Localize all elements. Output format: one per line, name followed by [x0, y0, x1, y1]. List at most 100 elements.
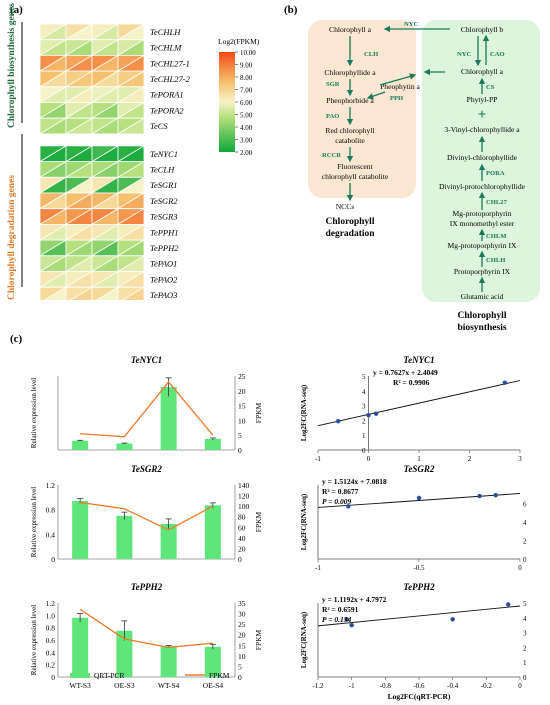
y-tick-label: 4 — [523, 615, 527, 623]
x-tick-label: -1.2 — [312, 682, 324, 690]
fpkm-line — [79, 608, 213, 649]
data-point — [366, 413, 371, 418]
fpkm-line — [80, 380, 214, 438]
y-axis-label: Log2FC(RNA-seq) — [300, 493, 308, 550]
y-tick-label: 3 — [523, 630, 527, 638]
biosynthesis-title-2: biosynthesis — [457, 323, 506, 333]
node-mg-protoporphyrin-me-1: Mg-protoporphyrin — [452, 209, 511, 218]
legend-tick-label: 2.00 — [240, 149, 253, 157]
y-tick-label: 1.0 — [46, 611, 56, 620]
y-tick-label-right: 20 — [238, 631, 246, 640]
enzyme-nyc-top: NYC — [404, 21, 419, 28]
legend-tick-label: 9.00 — [240, 62, 253, 70]
enzyme-chlm: CHLM — [486, 233, 507, 240]
panel-a-label: (a) — [10, 4, 23, 16]
regression-line — [317, 605, 521, 627]
gene-label: TePAO2 — [150, 274, 178, 284]
enzyme-sgr: SGR — [326, 81, 340, 88]
gene-label: TeSGR3 — [150, 212, 178, 222]
y-tick-label: 2 — [523, 538, 527, 546]
y-tick-label: 0 — [362, 447, 366, 455]
bar — [72, 617, 89, 677]
legend-label-qrt: QRT-PCR — [94, 671, 125, 680]
bar — [116, 515, 133, 559]
node-chlorophyll-a-degradation: Chlorophyll a — [329, 25, 372, 34]
y-tick-label-right: 20 — [238, 387, 246, 396]
node-glutamic-acid: Glutamic acid — [461, 292, 504, 301]
x-axis-label: Log2FC(qRT-PCR) — [388, 692, 451, 701]
y-tick-label: 0.8 — [46, 506, 56, 515]
color-scale-bar — [219, 52, 235, 152]
node-mg-protoporphyrin-me-2: IX monomethyl ester — [450, 219, 515, 228]
bar-chart-title: TeSGR2 — [131, 464, 162, 474]
legend-title: Log2(FPKM) — [218, 37, 260, 46]
data-point — [416, 495, 422, 501]
enzyme-cao: CAO — [490, 51, 505, 58]
y-tick-label-right: 0 — [238, 446, 242, 455]
y-tick-label: 2 — [523, 644, 527, 652]
legend-tick-label: 4.00 — [240, 124, 253, 132]
y-tick-label: 1.2 — [46, 481, 56, 490]
regression-equation: y = 1.5124x + 7.0818 — [322, 477, 387, 486]
x-tick-label: 0 — [518, 682, 522, 690]
y-tick-label-right: 15 — [238, 641, 246, 650]
gene-label: TeCHL27-2 — [150, 74, 191, 84]
panel-b-pathway-diagram: Chlorophyll a Chlorophyllide a Pheophyti… — [308, 20, 540, 333]
x-tick-label: -1 — [315, 455, 321, 463]
legend-tick-label: 3.00 — [240, 137, 253, 145]
scatter-title: TeNYC1 — [403, 355, 434, 365]
y-axis-label: Relative expression level — [30, 378, 38, 448]
y-tick-label: 3 — [362, 403, 366, 411]
legend-label-fpkm: FPKM — [209, 671, 230, 680]
gene-label: TePPH1 — [150, 227, 179, 237]
node-chlorophyllide-a: Chlorophyllide a — [324, 68, 376, 77]
y-tick-label-right: 40 — [238, 534, 246, 543]
x-tick-label: WT-S4 — [158, 681, 180, 690]
node-fcc-1: Fluorescent — [337, 162, 373, 171]
legend-tick-label: 10.00 — [240, 49, 256, 57]
p-value: P = 0.134 — [322, 615, 351, 624]
x-tick-label: OE-S4 — [203, 681, 224, 690]
regression-line — [317, 380, 521, 427]
y-tick-label-right: 5 — [238, 662, 242, 671]
node-divinyl-protochlorophyllide: Divinyl-protochlorophyllide — [439, 182, 526, 191]
bar — [72, 501, 89, 559]
gene-label: TeNYC1 — [150, 149, 178, 159]
x-tick-label: -0.5 — [413, 564, 425, 572]
panel-c-label: (c) — [10, 333, 23, 345]
y-axis-label-right: FPKM — [254, 511, 263, 532]
degradation-title-1: Chlorophyll — [326, 217, 375, 227]
x-tick-label: 0 — [518, 564, 522, 572]
x-tick-label: -0.6 — [413, 682, 425, 690]
x-tick-label: -1 — [349, 682, 355, 690]
regression-equation: y = 1.1192x + 4.7972 — [322, 595, 387, 604]
enzyme-pora: PORA — [486, 170, 505, 177]
node-3-vinyl-chlorophyllide-a: 3-Vinyl-chlorophyllide a — [444, 125, 520, 134]
y-tick-label: 6 — [523, 501, 527, 509]
y-tick-label: 0 — [51, 555, 55, 564]
bar — [204, 505, 221, 559]
y-tick-label-right: 0 — [238, 673, 242, 682]
gene-label: TeSGR2 — [150, 196, 178, 206]
data-point — [493, 492, 498, 498]
bar — [160, 646, 177, 677]
y-tick-label-right: 80 — [238, 513, 246, 522]
x-tick-label: 0 — [367, 455, 371, 463]
biosynthesis-group-label: Chlorophyll biosynthesis genes — [7, 3, 17, 128]
panel-b-label: (b) — [284, 4, 298, 16]
data-point — [346, 504, 351, 509]
r-squared: R² = 0.9906 — [393, 378, 430, 387]
data-point — [349, 623, 354, 628]
x-tick-label: 2 — [468, 455, 472, 463]
p-value: P = 0.009 — [322, 497, 351, 506]
y-tick-label: 0 — [523, 556, 527, 564]
gene-label: TeCHLH — [150, 27, 181, 37]
node-mg-protoporphyrin-ix: Mg-protoporphyrin IX — [448, 241, 517, 250]
gene-label: TePORA1 — [150, 90, 184, 100]
y-tick-label: 1 — [362, 432, 366, 440]
degradation-group-label: Chlorophyll degradation genes — [7, 175, 17, 300]
gene-label: TeCHL27-1 — [150, 58, 190, 68]
y-tick-label: 2 — [362, 417, 366, 425]
data-point — [477, 493, 482, 499]
